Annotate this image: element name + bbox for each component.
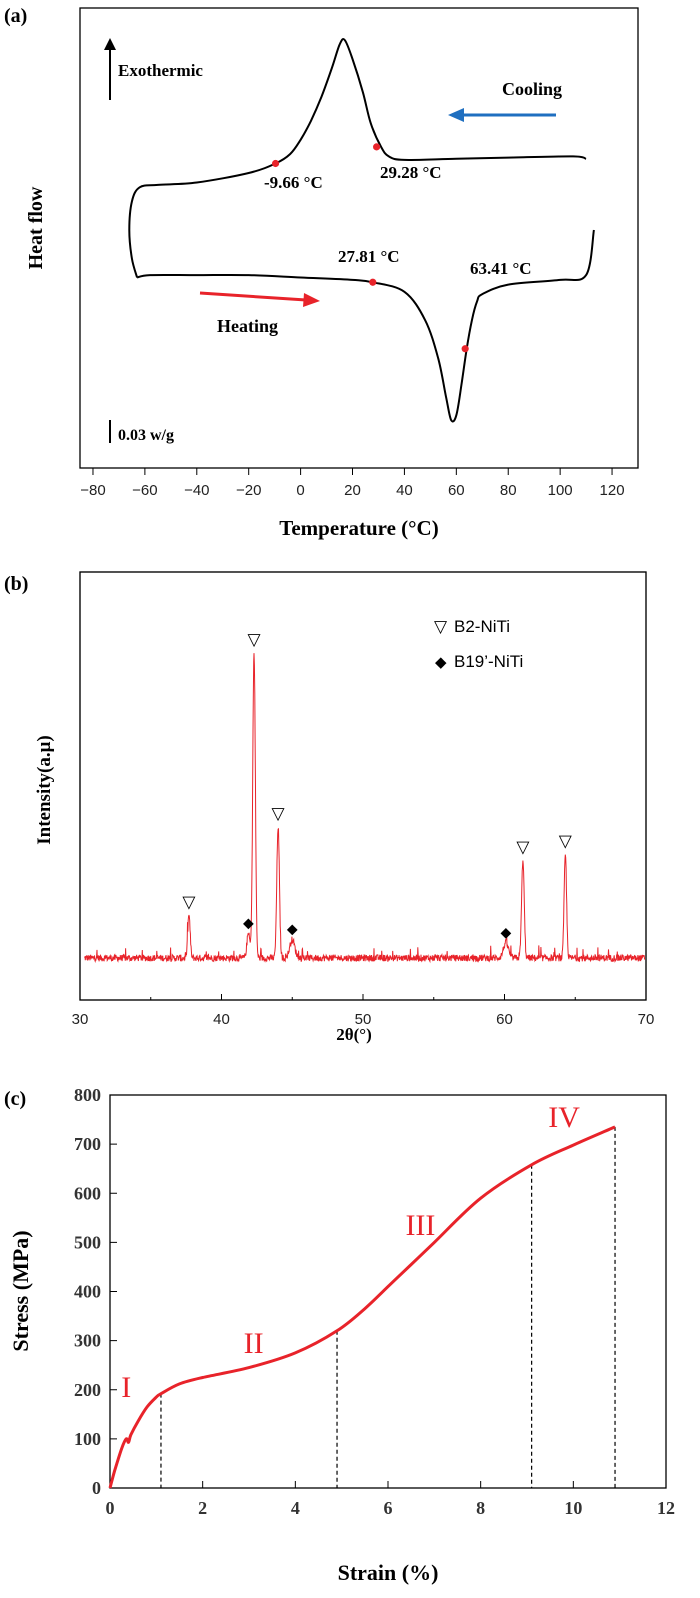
x-tick-label: 10 [564,1498,582,1518]
panel-a: (a) −80 −60 −40 −20 0 20 40 60 80 100 120 Temperat… [4,5,639,540]
b2-marker-icon: ▽ [559,831,573,850]
y-tick-label: 700 [74,1134,101,1154]
transition-point [369,278,377,286]
exothermic-arrow-icon [104,38,116,50]
heating-arrow-icon [303,293,320,307]
b2-marker-icon: ▽ [182,892,196,911]
tick-label: −20 [236,482,261,499]
y-tick-label: 300 [74,1331,101,1351]
xrd-pattern-line [84,653,646,964]
tick-label: 50 [355,1011,372,1028]
panel-c-y-axis-label: Stress (MPa) [8,1230,33,1351]
legend-b2-symbol: ▽ [434,617,448,636]
tick-label: 70 [638,1011,655,1028]
panel-b: (b) 30 40 50 60 70 2θ(°) Intensity(a.μ) ▽▽▽▽… [4,571,655,1044]
panel-a-curves [128,38,595,423]
tick-label: 0 [296,482,304,499]
tick-label: −80 [80,482,105,499]
panel-b-frame-top [79,571,647,1001]
region-label: III [405,1209,435,1242]
transition-point [461,345,469,353]
panel-b-x-ticks: 30 40 50 60 70 [72,994,655,1028]
panel-c-region-boundaries [160,1126,616,1488]
panel-a-y-axis-label: Heat flow [25,186,47,269]
b19-marker-icon: ◆ [501,924,512,940]
tick-label: 20 [344,482,361,499]
b2-marker-icon: ▽ [248,630,262,649]
heating-label: Heating [217,316,278,336]
legend-b19-label: B19’-NiTi [454,652,523,671]
panel-b-x-axis-label: 2θ(°) [336,1025,372,1044]
panel-b-label: (b) [4,573,28,595]
region-label: II [244,1327,264,1360]
y-tick-label: 200 [74,1380,101,1400]
panel-c-ticks: 0 2 4 6 8 10 12 0 100 200 300 400 500 600 700 800 [74,1085,675,1518]
cooling-curve [128,38,587,278]
tick-label: 30 [72,1011,89,1028]
legend-b19-symbol: ◆ [435,654,447,671]
transition-point [271,159,280,168]
tick-label: −60 [132,482,157,499]
annotation-finish-heating: 63.41 °C [470,259,532,278]
heating-arrow-shaft [199,291,307,302]
x-tick-label: 12 [657,1498,675,1518]
y-tick-label: 800 [74,1085,101,1105]
scale-label: 0.03 w/g [118,427,174,444]
annotation-start-cooling: 29.28 °C [380,163,442,182]
panel-c-curve [108,1125,616,1489]
tick-label: 40 [213,1011,230,1028]
annotation-onset-cooling: -9.66 °C [264,173,323,192]
x-tick-label: 8 [476,1498,485,1518]
panel-c-frame [109,1094,667,1489]
stress-strain-curve [108,1125,616,1489]
tick-label: 40 [396,482,413,499]
region-label: IV [548,1101,580,1134]
panel-c: (c) 0 2 4 6 8 10 12 0 100 200 300 400 500 600 700 800 I… [4,1085,675,1585]
y-tick-label: 500 [74,1232,101,1252]
panel-a-frame [79,7,639,469]
x-tick-label: 6 [384,1498,393,1518]
tick-label: 60 [496,1011,513,1028]
panel-a-x-axis-label: Temperature (°C) [279,516,438,540]
b2-marker-icon: ▽ [272,804,286,823]
y-tick-label: 100 [74,1429,101,1449]
b19-marker-icon: ◆ [243,915,254,931]
panel-a-label: (a) [4,5,27,27]
exothermic-label: Exothermic [118,61,203,80]
b19-marker-icon: ◆ [287,921,298,937]
x-tick-label: 4 [291,1498,300,1518]
x-tick-label: 2 [198,1498,207,1518]
annotation-start-heating: 27.81 °C [338,247,400,266]
region-label: I [121,1371,131,1404]
transition-point [372,143,381,151]
y-tick-label: 0 [92,1478,101,1498]
cooling-arrow-icon [448,108,464,122]
x-tick-label: 0 [106,1498,115,1518]
panel-a-x-ticks: −80 −60 −40 −20 0 20 40 60 80 100 120 [80,468,625,499]
tick-label: 120 [600,482,625,499]
tick-label: 100 [548,482,573,499]
tick-label: 60 [448,482,465,499]
y-tick-label: 400 [74,1282,101,1302]
tick-label: −40 [184,482,209,499]
cooling-label: Cooling [502,79,562,99]
panel-b-pattern [84,653,646,964]
heating-curve [136,229,595,423]
panel-c-x-axis-label: Strain (%) [338,1560,439,1585]
tick-label: 80 [500,482,517,499]
legend-b2-label: B2-NiTi [454,617,510,636]
y-tick-label: 600 [74,1183,101,1203]
panel-b-frame [79,571,647,1001]
b2-marker-icon: ▽ [516,837,530,856]
panel-c-label: (c) [4,1088,26,1110]
panel-b-phase-markers: ▽ ▽ ▽ ▽ ▽ ◆ ◆ ◆ [182,630,572,940]
panel-b-y-axis-label: Intensity(a.μ) [34,735,55,844]
